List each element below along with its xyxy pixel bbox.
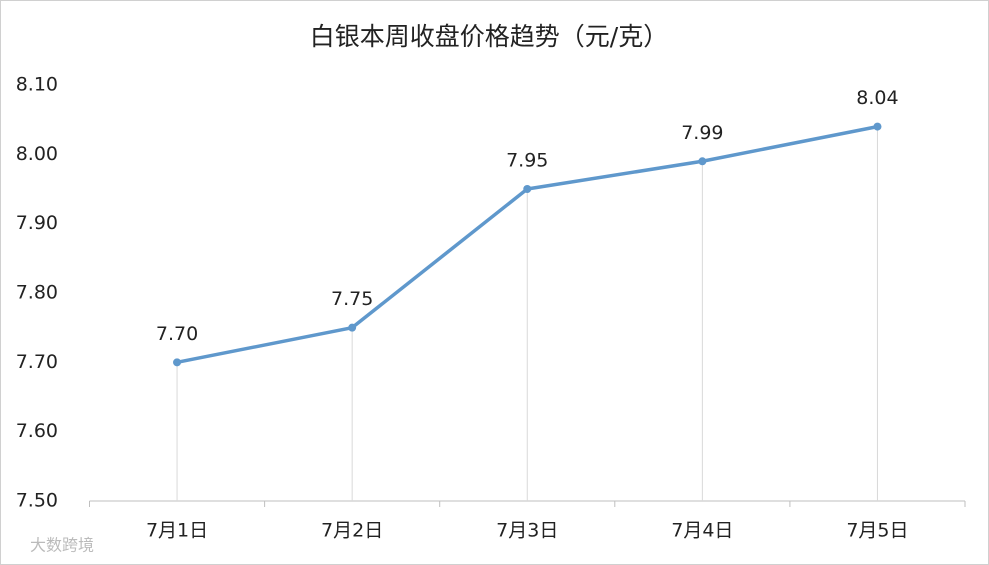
y-tick-label: 7.70 xyxy=(16,351,58,373)
point xyxy=(523,185,532,193)
point xyxy=(698,157,707,166)
y-tick-label: 8.00 xyxy=(16,143,58,165)
data-label: 7.70 xyxy=(156,323,198,345)
x-tick-label: 7月1日 xyxy=(146,520,208,542)
x-tick-label: 7月3日 xyxy=(496,520,558,542)
chart-title: 白银本周收盘价格趋势（元/克） xyxy=(310,22,668,51)
point xyxy=(348,323,357,332)
y-tick-label: 7.80 xyxy=(16,282,58,304)
data-label: 7.95 xyxy=(506,150,548,172)
x-tick-label: 7月4日 xyxy=(671,520,733,542)
data-label: 7.99 xyxy=(681,122,723,144)
watermark: 大数跨境 xyxy=(30,536,94,555)
y-tick-label: 7.50 xyxy=(16,490,58,512)
y-tick-label: 7.60 xyxy=(16,420,58,442)
y-tick-label: 8.10 xyxy=(16,74,58,96)
data-label: 7.75 xyxy=(331,288,373,310)
x-tick-label: 7月2日 xyxy=(321,520,383,542)
x-tick-label: 7月5日 xyxy=(846,520,908,542)
point xyxy=(173,358,182,367)
point xyxy=(873,122,882,131)
data-label: 8.04 xyxy=(856,87,898,109)
y-tick-label: 7.90 xyxy=(16,212,58,234)
